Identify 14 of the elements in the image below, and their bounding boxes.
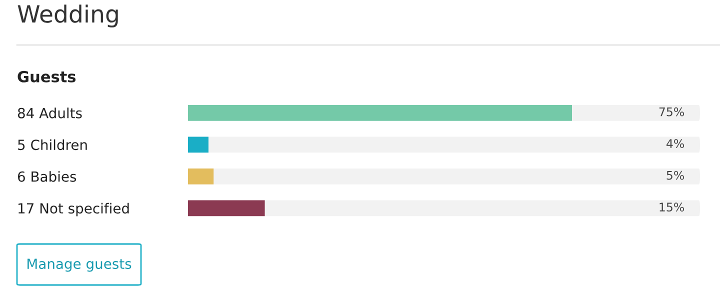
- y-tick-label: 17 Not specified: [18, 202, 129, 216]
- y-tick-label: 84 Adults: [18, 108, 82, 118]
- y-tick-label: 5 Children: [18, 139, 87, 150]
- data-label: 4%: [666, 139, 684, 148]
- chart-title: Wedding: [18, 4, 118, 28]
- bar: [188, 168, 214, 184]
- bar: [188, 136, 208, 153]
- bar: [188, 200, 265, 216]
- text: Guests: [18, 70, 76, 82]
- data-label: 5%: [666, 170, 684, 180]
- data-label: 75%: [659, 107, 684, 116]
- data-label: 15%: [660, 202, 684, 212]
- y-tick-label: 6 Babies: [18, 171, 76, 182]
- text: Manage guests: [28, 258, 132, 272]
